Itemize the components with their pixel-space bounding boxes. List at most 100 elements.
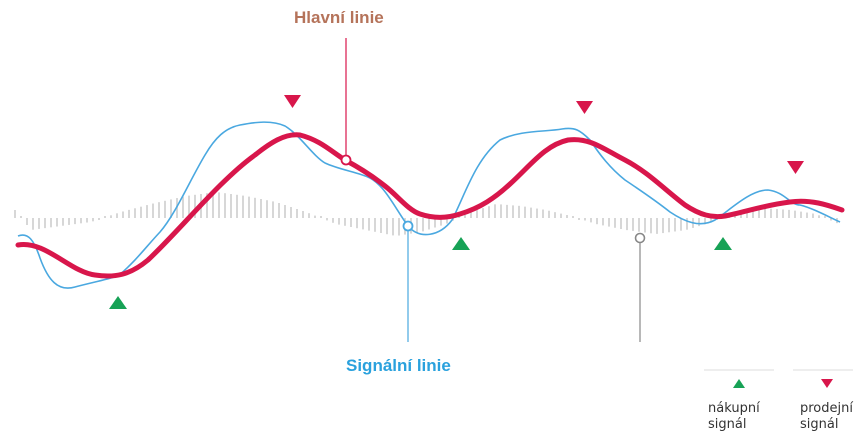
histogram-bar [818, 215, 820, 218]
histogram-bar [758, 208, 760, 218]
histogram-marker [634, 232, 646, 244]
histogram-bar [290, 207, 292, 218]
histogram-bar [266, 200, 268, 218]
histogram-bar [56, 218, 58, 227]
histogram-bar [812, 213, 814, 218]
histogram-bar [218, 192, 220, 218]
histogram-bar [296, 209, 298, 218]
legend-divider [704, 369, 774, 371]
histogram-bar [44, 218, 46, 229]
histogram-bar [104, 216, 106, 218]
histogram-bar [638, 218, 640, 232]
legend-sell-label: prodejní signál [800, 401, 853, 433]
histogram-bar [776, 209, 778, 218]
histogram-bar [518, 205, 520, 218]
histogram-bar [584, 218, 586, 221]
histogram-bar [398, 218, 400, 236]
histogram-bar [224, 193, 226, 218]
histogram-bar [194, 194, 196, 218]
histogram-bar [140, 206, 142, 218]
legend-buy-marker [733, 379, 745, 388]
histogram-bar [686, 218, 688, 230]
histogram-bar [128, 209, 130, 218]
histogram-bar [746, 209, 748, 218]
histogram-bar [710, 218, 712, 222]
histogram-bar [680, 218, 682, 231]
histogram-bar [422, 218, 424, 232]
histogram-bar [188, 195, 190, 218]
histogram-bar [248, 196, 250, 218]
histogram-bar [134, 208, 136, 218]
histogram-bar [350, 218, 352, 227]
histogram-bar [662, 218, 664, 234]
histogram-bar [26, 218, 28, 225]
legend-buy-label: nákupní signál [708, 401, 760, 433]
legend-buy-line2: signál [708, 417, 747, 432]
histogram-bar [530, 207, 532, 218]
main-line [15, 132, 845, 279]
histogram-bar [794, 210, 796, 218]
histogram-bar [800, 211, 802, 218]
histogram-bar [80, 218, 82, 224]
histogram-bar [302, 211, 304, 218]
histogram-bar [368, 218, 370, 231]
histogram-bar [644, 218, 646, 233]
histogram-bar [92, 218, 94, 222]
histogram-bar [536, 208, 538, 218]
histogram-bar [512, 205, 514, 218]
legend-buy-line1: nákupní [708, 401, 760, 416]
histogram-bar [464, 214, 466, 218]
histogram-bar [386, 218, 388, 235]
buy-signal-marker [714, 237, 732, 250]
histogram-bar [470, 212, 472, 218]
sell-signal-marker [284, 95, 301, 108]
histogram-bar [752, 209, 754, 218]
histogram-bar [68, 218, 70, 225]
legend-sell-line2: signál [800, 417, 839, 432]
histogram-bar [458, 216, 460, 218]
histogram-bar [176, 198, 178, 218]
histogram-bar [152, 203, 154, 218]
buy-signal-marker [452, 237, 470, 250]
histogram-bar [650, 218, 652, 234]
histogram-bar [338, 218, 340, 225]
histogram-bar [308, 213, 310, 218]
histogram-bar [20, 216, 22, 218]
histogram-bar [608, 218, 610, 227]
histogram-bar [212, 192, 214, 218]
histogram-bar [668, 218, 670, 233]
histogram-bar [770, 208, 772, 218]
histogram-bar [482, 208, 484, 218]
histogram-bar [788, 209, 790, 218]
histogram-bar [320, 216, 322, 218]
histogram-bar [548, 210, 550, 218]
histogram-bar [806, 212, 808, 218]
histogram-bar [590, 218, 592, 223]
histogram-bar [122, 211, 124, 218]
histogram-bar [380, 218, 382, 233]
histogram-bar [332, 218, 334, 223]
histogram-bar [254, 197, 256, 218]
histogram-bar [374, 218, 376, 232]
histogram-bar [572, 216, 574, 218]
histogram-bar [110, 215, 112, 218]
histogram-bar [230, 194, 232, 218]
histogram-bar [488, 206, 490, 218]
histogram-bar [116, 213, 118, 218]
main-line-label: Hlavní linie [294, 8, 384, 27]
signal-line-marker [402, 220, 414, 232]
histogram-bar [506, 204, 508, 218]
histogram-bar [242, 195, 244, 218]
histogram-bar [524, 206, 526, 218]
legend-sell-marker [821, 379, 833, 388]
histogram-bar [326, 218, 328, 221]
histogram-bar [74, 218, 76, 225]
histogram-bar [32, 218, 34, 230]
histogram-bar [416, 218, 418, 233]
histogram-bar [272, 201, 274, 218]
histogram-bar [428, 218, 430, 230]
histogram-bar [704, 218, 706, 225]
sell-signal-marker [787, 161, 804, 174]
histogram-bar [284, 205, 286, 218]
histogram-bar [440, 218, 442, 226]
